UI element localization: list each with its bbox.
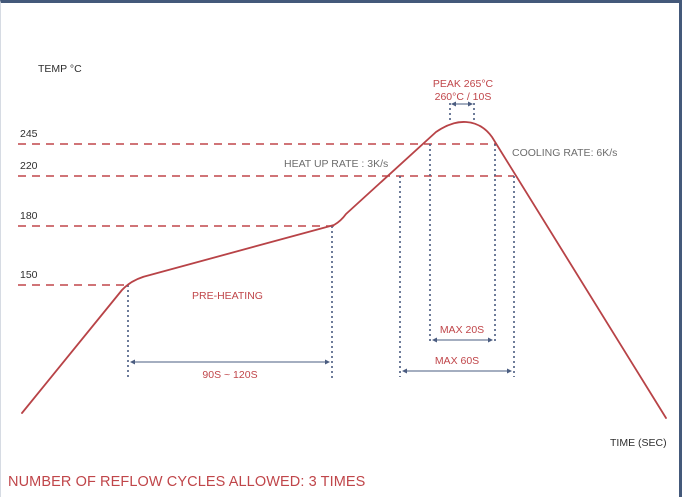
- preheat-window-label: 90S ~ 120S: [202, 369, 257, 381]
- level-label-220: 220: [20, 160, 38, 172]
- level-label-150: 150: [20, 269, 38, 281]
- time-marker-lines: [127, 103, 515, 380]
- arrowhead: [507, 368, 512, 374]
- arrowhead: [130, 359, 135, 365]
- arrowhead: [488, 337, 493, 343]
- x-axis-title: TIME (SEC): [610, 437, 667, 449]
- pre-heating-label: PRE-HEATING: [192, 290, 263, 302]
- arrowhead: [325, 359, 330, 365]
- max-60s-label: MAX 60S: [435, 355, 479, 367]
- dimension-arrowheads: [130, 101, 512, 374]
- cooling-rate-label: COOLING RATE: 6K/s: [512, 147, 617, 159]
- max-20s-label: MAX 20S: [440, 324, 484, 336]
- arrowhead: [432, 337, 437, 343]
- arrowhead: [451, 101, 456, 107]
- level-label-180: 180: [20, 210, 38, 222]
- arrowhead: [468, 101, 473, 107]
- peak-time-label: 260°C / 10S: [435, 91, 492, 103]
- reflow-profile-curve: [21, 121, 667, 419]
- heat-up-rate-label: HEAT UP RATE : 3K/s: [284, 158, 388, 170]
- peak-temp-label: PEAK 265°C: [433, 78, 494, 90]
- reflow-cycles-note: NUMBER OF REFLOW CYCLES ALLOWED: 3 TIMES: [8, 474, 366, 490]
- arrowhead: [402, 368, 407, 374]
- level-label-245: 245: [20, 128, 38, 140]
- y-axis-title: TEMP °C: [38, 63, 82, 75]
- temperature-guide-lines: [18, 143, 514, 286]
